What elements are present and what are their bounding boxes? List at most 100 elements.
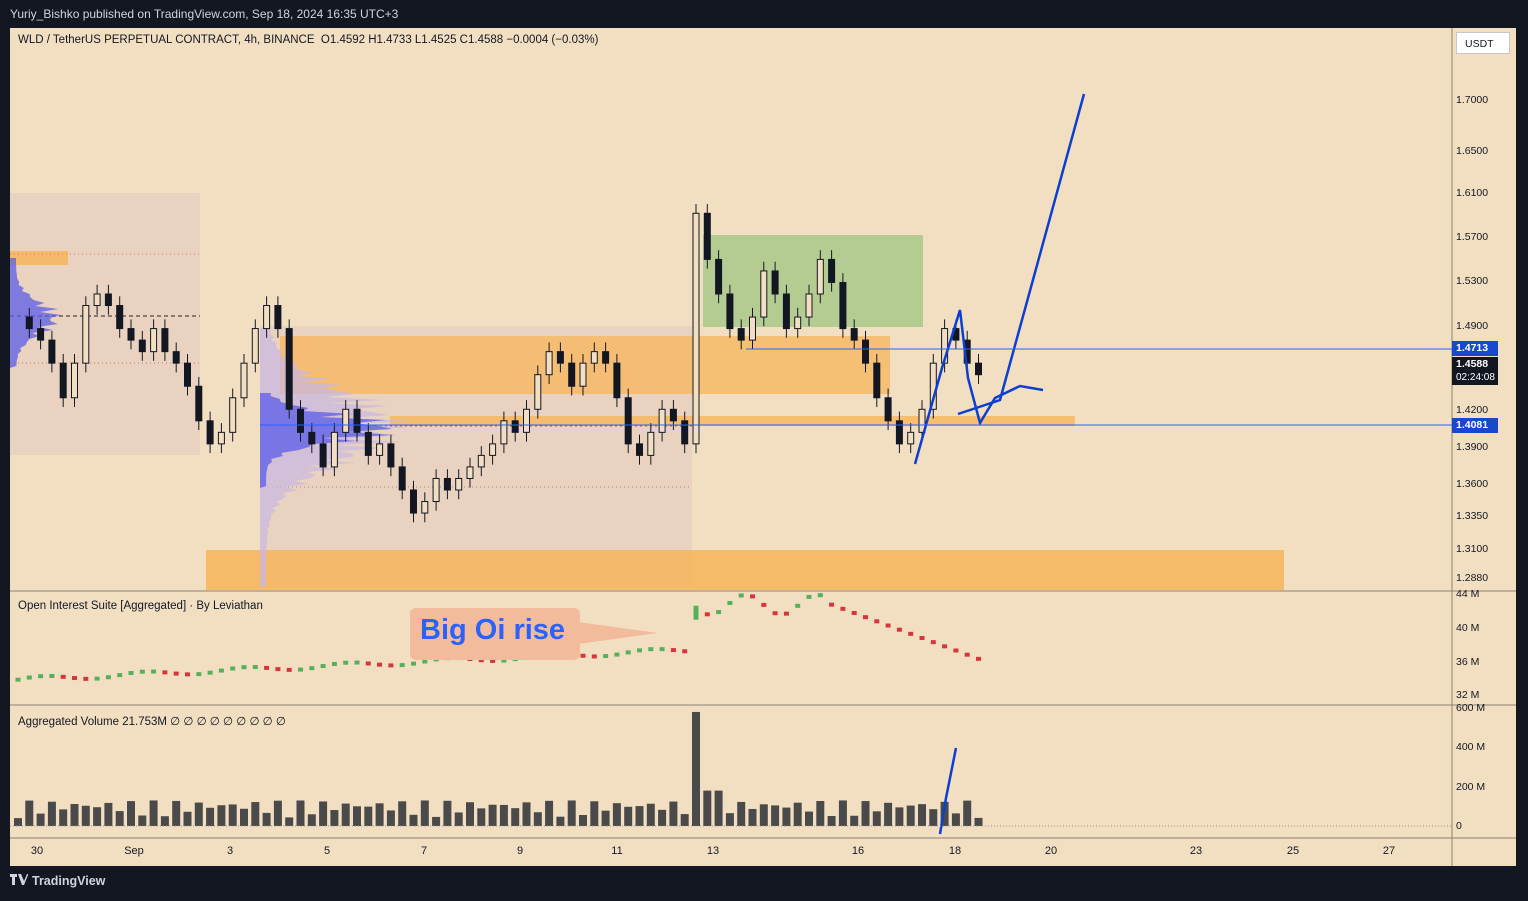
oi-bar	[139, 669, 145, 674]
candle-body	[285, 328, 293, 410]
volume-bar	[240, 808, 248, 826]
candle-body	[534, 374, 542, 410]
annotation-callout[interactable]	[410, 608, 580, 660]
oi-bar	[738, 593, 744, 598]
time-tick: 18	[948, 845, 962, 857]
candle-body	[500, 420, 508, 445]
time-tick: Sep	[124, 845, 144, 857]
oi-bar	[49, 674, 55, 679]
volume-bar	[206, 807, 215, 826]
drawings-layer	[913, 93, 1086, 835]
candle-body	[511, 420, 519, 433]
volume-bar	[850, 815, 859, 826]
volume-bar	[895, 807, 904, 826]
volume-bar	[963, 800, 972, 826]
candle-body	[715, 258, 723, 295]
oi-bar	[874, 619, 880, 624]
volume-bar	[454, 812, 463, 826]
volume-tick: 600 M	[1456, 702, 1486, 714]
price-tick: 1.3900	[1456, 441, 1489, 453]
volume-bar	[217, 805, 226, 826]
oi-bar	[128, 671, 134, 676]
candle-body	[25, 316, 33, 330]
zone-left-top	[10, 251, 68, 265]
price-tag-lower: 1.4081	[1452, 418, 1498, 433]
oi-bar	[942, 644, 948, 649]
volume-bar	[737, 801, 746, 826]
oi-bar	[60, 674, 66, 679]
oi-bar	[840, 606, 846, 611]
candle-body	[206, 420, 214, 445]
volume-bar	[590, 801, 599, 826]
oi-bar	[591, 654, 597, 659]
candle-body	[636, 443, 643, 456]
oi-bar	[331, 661, 337, 666]
current-price: 1.4588	[1456, 358, 1489, 370]
price-tick: 1.5700	[1456, 231, 1489, 243]
oi-bar	[637, 648, 642, 653]
volume-bar	[81, 805, 90, 826]
oi-bar	[964, 652, 970, 657]
candle-body	[138, 339, 146, 353]
drawing-swing-path	[913, 309, 1044, 465]
support-zone	[390, 416, 1075, 426]
price-tag-upper: 1.4713	[1452, 341, 1498, 356]
oi-bar	[264, 665, 270, 670]
volume-tick: 200 M	[1456, 781, 1486, 793]
price-tick: 1.4900	[1456, 320, 1489, 332]
oi-bar	[727, 600, 733, 605]
candle-body	[353, 408, 361, 433]
chart-canvas[interactable]	[10, 28, 1516, 866]
candle-body	[93, 293, 101, 307]
oi-layer	[15, 593, 981, 682]
oi-bar	[196, 672, 202, 677]
price-tick: 1.4200	[1456, 404, 1489, 416]
volume-bar	[285, 817, 294, 826]
oi-bar	[919, 636, 925, 640]
candle-body	[918, 408, 926, 433]
time-tick: 16	[851, 845, 865, 857]
volume-bar	[714, 790, 723, 826]
volume-bar	[386, 810, 395, 826]
volume-profile-center	[260, 393, 396, 488]
volume-bar	[601, 810, 610, 826]
candle-body	[240, 362, 248, 399]
oi-bar	[343, 660, 349, 665]
oi-tick: 32 M	[1456, 689, 1480, 701]
symbol-legend[interactable]: WLD / TetherUS PERPETUAL CONTRACT, 4h, B…	[18, 34, 598, 46]
price-tick: 1.7000	[1456, 94, 1489, 106]
oi-bar	[105, 675, 111, 680]
oi-bar	[953, 648, 959, 653]
oi-bar	[83, 676, 89, 681]
candle-body	[737, 328, 745, 341]
candle-body	[251, 328, 259, 364]
volume-bar	[160, 816, 169, 826]
volume-bar	[748, 808, 757, 826]
footer-brand[interactable]: TradingView	[10, 874, 105, 888]
oi-bar	[230, 666, 236, 671]
candle-body	[477, 454, 485, 468]
candle-body	[297, 408, 304, 433]
oi-bar	[490, 658, 496, 663]
volume-bar	[567, 800, 576, 826]
oi-bar	[15, 677, 21, 682]
time-tick: 3	[226, 845, 234, 857]
volume-indicator-title[interactable]: Aggregated Volume 21.753M ∅ ∅ ∅ ∅ ∅ ∅ ∅ …	[18, 716, 286, 728]
candle-body	[443, 477, 451, 491]
volume-bar	[443, 800, 452, 826]
candle-body	[376, 443, 384, 456]
volume-bar	[353, 806, 361, 826]
chart-frame[interactable]: WLD / TetherUS PERPETUAL CONTRACT, 4h, B…	[10, 28, 1516, 866]
candle-body	[760, 270, 768, 318]
candle-body	[884, 397, 892, 422]
oi-bar	[320, 664, 326, 669]
oi-bar	[896, 627, 902, 632]
currency-button[interactable]: USDT	[1456, 32, 1510, 54]
volume-bar	[827, 815, 836, 826]
candle-body	[862, 339, 869, 364]
candle-body	[127, 328, 135, 341]
candle-body	[658, 408, 666, 433]
candle-body	[782, 293, 790, 330]
volume-bar	[669, 801, 678, 826]
oi-indicator-title[interactable]: Open Interest Suite [Aggregated] · By Le…	[18, 600, 263, 612]
